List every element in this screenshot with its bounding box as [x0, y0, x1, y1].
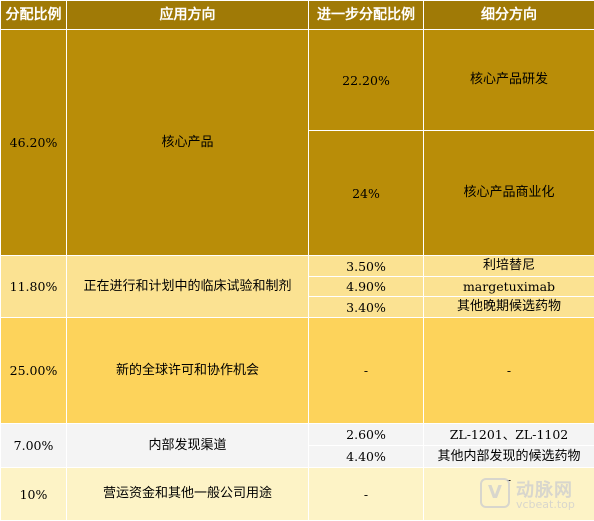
- header-ratio: 分配比例: [1, 1, 67, 30]
- sub-ratio: 3.40%: [309, 297, 424, 318]
- sub-ratio: 22.20%: [309, 30, 424, 131]
- sub-direction: 核心产品研发: [424, 30, 594, 131]
- table-row: 25.00% 新的全球许可和协作机会 - -: [1, 318, 594, 424]
- sub-direction: -: [424, 468, 594, 521]
- sub-ratio: 4.90%: [309, 277, 424, 297]
- header-row: 分配比例 应用方向 进一步分配比例 细分方向: [1, 1, 594, 30]
- group-ratio: 11.80%: [1, 256, 67, 318]
- table-row: 7.00% 内部发现渠道 2.60% ZL-1201、ZL-1102: [1, 424, 594, 446]
- sub-ratio: -: [309, 318, 424, 424]
- table-row: 10% 营运资金和其他一般公司用途 - -: [1, 468, 594, 521]
- group-ratio: 10%: [1, 468, 67, 521]
- sub-direction: 其他内部发现的候选药物: [424, 446, 594, 468]
- group-ratio: 46.20%: [1, 30, 67, 256]
- table-row: 46.20% 核心产品 22.20% 核心产品研发: [1, 30, 594, 131]
- sub-ratio: 24%: [309, 131, 424, 256]
- sub-ratio: -: [309, 468, 424, 521]
- sub-ratio: 3.50%: [309, 256, 424, 277]
- group-direction: 营运资金和其他一般公司用途: [67, 468, 309, 521]
- group-ratio: 7.00%: [1, 424, 67, 468]
- sub-direction: 核心产品商业化: [424, 131, 594, 256]
- sub-direction: margetuximab: [424, 277, 594, 297]
- group-direction: 核心产品: [67, 30, 309, 256]
- group-direction: 正在进行和计划中的临床试验和制剂: [67, 256, 309, 318]
- sub-direction: 其他晚期候选药物: [424, 297, 594, 318]
- header-sub-ratio: 进一步分配比例: [309, 1, 424, 30]
- sub-ratio: 2.60%: [309, 424, 424, 446]
- group-direction: 新的全球许可和协作机会: [67, 318, 309, 424]
- group-direction: 内部发现渠道: [67, 424, 309, 468]
- sub-ratio: 4.40%: [309, 446, 424, 468]
- table-row: 11.80% 正在进行和计划中的临床试验和制剂 3.50% 利培替尼: [1, 256, 594, 277]
- sub-direction: ZL-1201、ZL-1102: [424, 424, 594, 446]
- sub-direction: -: [424, 318, 594, 424]
- header-sub-direction: 细分方向: [424, 1, 594, 30]
- sub-direction: 利培替尼: [424, 256, 594, 277]
- group-ratio: 25.00%: [1, 318, 67, 424]
- header-direction: 应用方向: [67, 1, 309, 30]
